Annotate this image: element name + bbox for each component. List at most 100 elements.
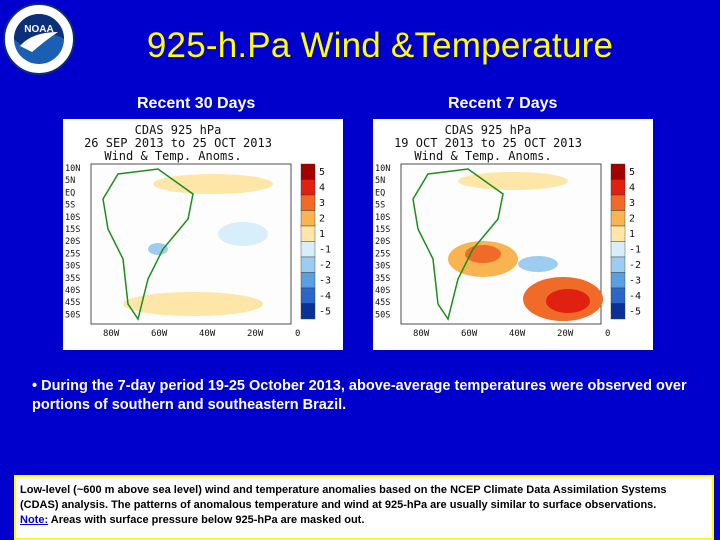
map-7-day-line2: 19 OCT 2013 to 25 OCT 2013 — [394, 136, 582, 150]
map-30-day-line3: Wind & Temp. Anoms. — [104, 149, 241, 163]
note-box: Low-level (~600 m above sea level) wind … — [14, 475, 714, 540]
lat-label: EQ — [65, 188, 75, 198]
colorbar-label: 1 — [629, 229, 635, 240]
colorbar: 5 4 3 2 1 -1 -2 -3 -4 -5 — [610, 163, 641, 320]
colorbar-swatch — [610, 256, 626, 273]
lat-label: EQ — [375, 188, 385, 198]
note-tail: Areas with surface pressure below 925-hP… — [48, 514, 365, 526]
lat-label: 50S — [65, 310, 80, 320]
map-30-day-line1: CDAS 925 hPa — [135, 123, 222, 137]
colorbar-label: 4 — [629, 183, 635, 194]
lat-label: 40S — [65, 286, 80, 296]
colorbar-swatch — [300, 287, 316, 304]
map-7-day-line1: CDAS 925 hPa — [445, 123, 532, 137]
colorbar-swatch — [300, 210, 316, 227]
colorbar-label: 5 — [629, 167, 635, 178]
colorbar-swatch — [610, 194, 626, 211]
map-30-day: CDAS 925 hPa 26 SEP 2013 to 25 OCT 2013 … — [63, 119, 343, 350]
colorbar-label: -2 — [629, 260, 641, 271]
lat-label: 5N — [65, 176, 75, 186]
colorbar-label: -4 — [629, 291, 641, 302]
colorbar-label: 3 — [319, 198, 325, 209]
lat-label: 45S — [65, 298, 80, 308]
lat-label: 40S — [375, 286, 390, 296]
colorbar-label: 2 — [629, 214, 635, 225]
lat-label: 30S — [65, 262, 80, 272]
note-label: Note: — [20, 514, 49, 526]
lon-label: 0 — [605, 329, 610, 339]
colorbar-swatch — [300, 179, 316, 196]
lat-labels: 10N 5N EQ 5S 10S 15S 20S 25S 30S 35S 40S 45S 50S — [375, 164, 390, 320]
colorbar-label: 1 — [319, 229, 325, 240]
colorbar: 5 4 3 2 1 -1 -2 -3 -4 -5 — [300, 163, 331, 320]
lat-label: 10S — [65, 213, 80, 223]
colorbar-swatch — [610, 225, 626, 242]
lat-label: 35S — [375, 274, 390, 284]
lon-label: 60W — [151, 329, 168, 339]
colorbar-swatch — [300, 225, 316, 242]
colorbar-swatch — [300, 194, 316, 211]
left-map-label: Recent 30 Days — [137, 95, 256, 112]
colorbar-label: -4 — [319, 291, 331, 302]
map-7-day-line3: Wind & Temp. Anoms. — [414, 149, 551, 163]
colorbar-label: -3 — [629, 276, 641, 287]
lat-label: 20S — [375, 237, 390, 247]
summary-bullet: • During the 7-day period 19-25 October … — [32, 378, 687, 413]
lon-label: 0 — [295, 329, 300, 339]
lat-label: 5S — [375, 201, 385, 211]
noaa-logo: NOAA — [3, 3, 75, 75]
lat-label: 25S — [375, 249, 390, 259]
lat-label: 15S — [65, 225, 80, 235]
colorbar-swatch — [300, 303, 316, 320]
lat-label: 15S — [375, 225, 390, 235]
lat-label: 45S — [375, 298, 390, 308]
colorbar-label: -3 — [319, 276, 331, 287]
lat-label: 10N — [65, 164, 80, 174]
lat-label: 5S — [65, 201, 75, 211]
colorbar-label: 4 — [319, 183, 325, 194]
lat-label: 25S — [65, 249, 80, 259]
lon-label: 60W — [461, 329, 478, 339]
lat-label: 30S — [375, 262, 390, 272]
colorbar-swatch — [300, 241, 316, 258]
lon-labels: 80W 60W 40W 20W 0 — [413, 329, 610, 339]
colorbar-label: -2 — [319, 260, 331, 271]
colorbar-label: 5 — [319, 167, 325, 178]
map-30-day-figure: CDAS 925 hPa 26 SEP 2013 to 25 OCT 2013 … — [65, 123, 331, 339]
lat-label: 10S — [375, 213, 390, 223]
lat-label: 35S — [65, 274, 80, 284]
lon-labels: 80W 60W 40W 20W 0 — [103, 329, 300, 339]
map-30-day-line2: 26 SEP 2013 to 25 OCT 2013 — [84, 136, 272, 150]
colorbar-swatch — [610, 179, 626, 196]
lat-label: 10N — [375, 164, 390, 174]
colorbar-label: -1 — [629, 245, 641, 256]
right-map-label: Recent 7 Days — [448, 95, 558, 112]
colorbar-label: -5 — [629, 307, 641, 318]
map-7-day: CDAS 925 hPa 19 OCT 2013 to 25 OCT 2013 … — [373, 119, 653, 350]
colorbar-swatch — [610, 287, 626, 304]
logo-text: NOAA — [24, 24, 53, 35]
colorbar-label: -1 — [319, 245, 331, 256]
lon-label: 80W — [413, 329, 430, 339]
lon-label: 20W — [557, 329, 574, 339]
page-title: 925-h.Pa Wind &Temperature — [146, 26, 614, 65]
lon-label: 40W — [199, 329, 216, 339]
lat-label: 5N — [375, 176, 385, 186]
lat-label: 50S — [375, 310, 390, 320]
colorbar-label: 2 — [319, 214, 325, 225]
colorbar-swatch — [610, 303, 626, 320]
colorbar-label: 3 — [629, 198, 635, 209]
lon-label: 20W — [247, 329, 264, 339]
colorbar-swatch — [610, 272, 626, 289]
colorbar-swatch — [300, 163, 316, 180]
map-7-day-figure: CDAS 925 hPa 19 OCT 2013 to 25 OCT 2013 … — [375, 123, 641, 339]
lon-label: 40W — [509, 329, 526, 339]
colorbar-swatch — [300, 272, 316, 289]
colorbar-swatch — [610, 241, 626, 258]
colorbar-swatch — [300, 256, 316, 273]
note-text: Low-level (~600 m above sea level) wind … — [20, 484, 667, 511]
colorbar-label: -5 — [319, 307, 331, 318]
colorbar-swatch — [610, 163, 626, 180]
lon-label: 80W — [103, 329, 120, 339]
colorbar-swatch — [610, 210, 626, 227]
